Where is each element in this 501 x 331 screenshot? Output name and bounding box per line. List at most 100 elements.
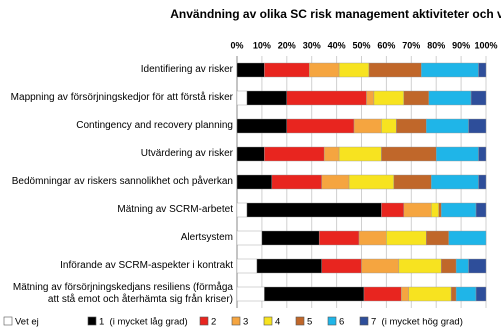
bar-segment xyxy=(478,146,487,162)
bar-segment xyxy=(421,62,479,78)
bar-segment xyxy=(396,118,427,134)
category-label: Mätning av försörjningskedjans resiliens… xyxy=(12,282,233,305)
category-label: Bedömningar av riskers sannolikhet och p… xyxy=(11,176,233,187)
legend-label: 2 xyxy=(211,317,216,328)
bar-segment xyxy=(368,62,422,78)
chart-title: Användning av olika SC risk management a… xyxy=(170,7,501,21)
bar-segment xyxy=(264,286,365,302)
bar-segment xyxy=(264,62,310,78)
legend-swatch xyxy=(295,316,305,326)
bar-segment xyxy=(401,286,410,302)
bar-segment xyxy=(468,118,487,134)
legend-label: 6 xyxy=(339,317,344,328)
bar-segment xyxy=(236,90,248,106)
bar-segment xyxy=(338,146,382,162)
bar-segment xyxy=(448,230,487,246)
bar-segment xyxy=(236,62,265,78)
bar-segment xyxy=(236,146,265,162)
bar-segment xyxy=(236,174,273,190)
x-tick-label: 90% xyxy=(452,40,470,50)
x-tick-label: 70% xyxy=(402,40,420,50)
legend-label: 3 xyxy=(243,317,248,328)
category-label: Alertsystem xyxy=(180,232,233,243)
legend-swatch xyxy=(263,316,273,326)
bar-segment xyxy=(321,258,362,274)
bar-segment xyxy=(246,202,382,218)
bar-segment xyxy=(381,202,405,218)
bar-segment xyxy=(431,174,479,190)
bar-segment xyxy=(361,258,400,274)
bar-segment xyxy=(455,258,469,274)
bar-segment xyxy=(440,258,457,274)
bar-segment xyxy=(478,62,487,78)
x-tick-label: 60% xyxy=(377,40,395,50)
bar-segment xyxy=(426,230,449,246)
bar-segment xyxy=(348,174,395,190)
bar-segment xyxy=(450,286,457,302)
bar-segment xyxy=(256,258,322,274)
bar-segment xyxy=(436,146,479,162)
bar-segment xyxy=(386,230,427,246)
bar-segment xyxy=(236,202,248,218)
bar-segment xyxy=(264,146,325,162)
bar-segment xyxy=(455,286,477,302)
x-tick-label: 0% xyxy=(230,40,243,50)
bar-segment xyxy=(363,286,402,302)
bar-segment xyxy=(393,174,432,190)
bar-segment xyxy=(321,174,350,190)
bar-segment xyxy=(353,118,382,134)
x-tick-label: 10% xyxy=(253,40,271,50)
bar-segment xyxy=(470,90,487,106)
bar-segment xyxy=(426,118,469,134)
bar-segment xyxy=(398,258,442,274)
bar-segment xyxy=(236,258,258,274)
bar-segment xyxy=(338,62,370,78)
legend-label: 5 xyxy=(307,317,312,328)
legend-swatch xyxy=(199,316,209,326)
category-label: Mappning av försörjningskedjor för att f… xyxy=(10,92,233,103)
x-tick-label: 80% xyxy=(427,40,445,50)
category-label: Utvärdering av risker xyxy=(140,148,233,159)
bar-segment xyxy=(246,90,288,106)
bar-segment xyxy=(403,90,429,106)
x-tick-label: 30% xyxy=(303,40,321,50)
bar-segment xyxy=(408,286,452,302)
bar-segment xyxy=(318,230,360,246)
legend-label: 4 xyxy=(275,317,280,328)
category-label: Införande av SCRM-aspekter i kontrakt xyxy=(60,260,233,271)
legend-label: 1 (i mycket låg grad) xyxy=(99,317,188,328)
category-label: Contingency and recovery planning xyxy=(76,120,233,131)
bar-segment xyxy=(236,286,265,302)
legend-swatch xyxy=(327,316,337,326)
bar-segment xyxy=(438,202,442,218)
bar-segment xyxy=(286,118,355,134)
bar-segment xyxy=(236,230,263,246)
legend-swatch xyxy=(87,316,97,326)
x-tick-label: 20% xyxy=(278,40,296,50)
legend-label: 7 (i mycket hög grad) xyxy=(371,317,463,328)
bar-segment xyxy=(323,146,340,162)
bar-segment xyxy=(403,202,432,218)
bar-segment xyxy=(366,90,375,106)
bar-segment xyxy=(381,146,437,162)
bar-segment xyxy=(475,286,487,302)
legend-swatch xyxy=(359,316,369,326)
legend-label: Vet ej xyxy=(15,317,39,328)
bar-segment xyxy=(358,230,387,246)
bar-segment xyxy=(271,174,322,190)
bar-segment xyxy=(431,202,439,218)
legend-swatch xyxy=(231,316,241,326)
bar-segment xyxy=(236,118,287,134)
category-label: Mätning av SCRM-arbetet xyxy=(117,204,233,215)
bar-segment xyxy=(286,90,367,106)
x-tick-label: 40% xyxy=(328,40,346,50)
bar-segment xyxy=(309,62,340,78)
bar-segment xyxy=(381,118,397,134)
x-tick-label: 50% xyxy=(352,40,370,50)
bar-segment xyxy=(468,258,487,274)
x-tick-label: 100% xyxy=(474,40,497,50)
bar-segment xyxy=(478,174,487,190)
bar-segment xyxy=(373,90,405,106)
